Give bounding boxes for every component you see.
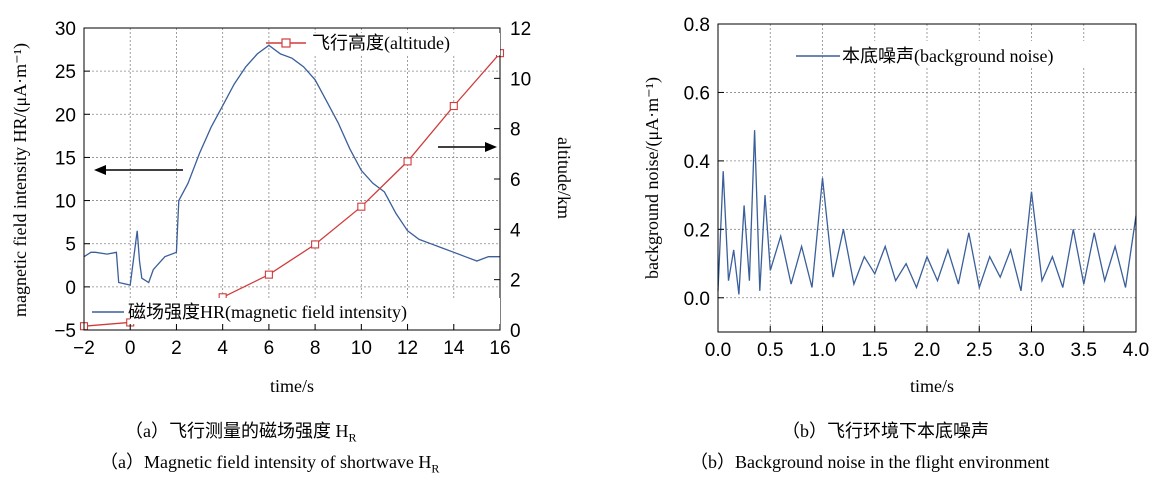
y2-tick-label: 8 bbox=[510, 120, 521, 141]
x-axis-label-b: time/s bbox=[910, 376, 954, 396]
chart-panel-a: −2 0 2 4 6 8 10 12 14 16 −5 0 5 10 15 20 25 30 0 2 4 6 8 10 12 飞… bbox=[10, 19, 574, 396]
arrow-right-annotation bbox=[438, 142, 497, 152]
grid-b bbox=[717, 23, 1137, 332]
y2-tick-label: 10 bbox=[510, 69, 531, 90]
y-axis-label-b: background noise/(μA·m⁻¹) bbox=[642, 77, 663, 279]
x-tick-label: 3.5 bbox=[1071, 340, 1097, 361]
altitude-marker bbox=[449, 101, 458, 111]
x-tick-label: 14 bbox=[443, 338, 465, 359]
legend-label-field-intensity: 磁场强度HR(magnetic field intensity) bbox=[128, 302, 407, 323]
y-tick-label: 0.2 bbox=[684, 220, 710, 241]
x-tick-label: 16 bbox=[489, 338, 510, 359]
y-tick-label: 5 bbox=[65, 235, 76, 256]
altitude-marker bbox=[264, 270, 273, 279]
x-tick-label: 6 bbox=[264, 338, 275, 359]
altitude-marker bbox=[311, 240, 320, 249]
altitude-marker bbox=[357, 202, 366, 211]
plot-frame-a bbox=[83, 27, 501, 331]
y-axis-label-a: magnetic field intensity HR/(μA·m⁻¹) bbox=[10, 43, 31, 317]
x-tick-label: 0 bbox=[125, 338, 136, 359]
x-tick-label: 0.0 bbox=[705, 340, 731, 361]
y2-tick-label: 12 bbox=[510, 19, 531, 40]
x-tick-label: 10 bbox=[351, 338, 372, 359]
x-axis-label-a: time/s bbox=[270, 376, 314, 396]
caption-en-a: （a）Magnetic field intensity of shortwave… bbox=[100, 452, 440, 476]
y-tick-label: 10 bbox=[55, 192, 76, 213]
y2-axis-label-a: altitude/km bbox=[554, 137, 574, 219]
y-tick-label: 0.8 bbox=[684, 15, 710, 36]
y2-tick-label: 0 bbox=[510, 321, 521, 342]
y-tick-label: 20 bbox=[55, 105, 76, 126]
altitude-marker bbox=[403, 157, 412, 166]
caption-cn-b: （b）飞行环境下本底噪声 bbox=[782, 421, 989, 441]
y-tick-label: 0 bbox=[65, 278, 76, 299]
y-tick-label: 0.0 bbox=[684, 289, 710, 310]
legend-background-noise: 本底噪声(background noise) bbox=[796, 41, 1130, 67]
tick-labels-a: −2 0 2 4 6 8 10 12 14 16 −5 0 5 10 15 20 25 30 0 2 4 6 8 10 12 bbox=[54, 19, 531, 359]
ticks-a bbox=[83, 27, 501, 331]
x-tick-label: 1.5 bbox=[862, 340, 888, 361]
arrow-left-annotation bbox=[94, 165, 183, 175]
x-tick-label: 4 bbox=[217, 338, 228, 359]
grid-a bbox=[83, 27, 501, 331]
y2-tick-label: 4 bbox=[510, 220, 521, 241]
x-tick-label: 1.0 bbox=[809, 340, 835, 361]
y-tick-label: −5 bbox=[54, 321, 76, 342]
x-tick-label: 2.5 bbox=[966, 340, 992, 361]
y-tick-label: 15 bbox=[55, 148, 76, 169]
y-tick-label: 25 bbox=[55, 62, 76, 83]
caption-en-b: （b）Background noise in the flight enviro… bbox=[690, 452, 1050, 472]
x-tick-label: 2 bbox=[171, 338, 182, 359]
chart-panel-b: 0.0 0.5 1.0 1.5 2.0 2.5 3.0 3.5 4.0 0.0 0.2 0.4 0.6 0… bbox=[642, 15, 1149, 396]
y-tick-label: 0.6 bbox=[684, 83, 710, 104]
series-b bbox=[717, 130, 1137, 295]
y2-tick-label: 6 bbox=[510, 170, 521, 191]
x-tick-label: 4.0 bbox=[1123, 340, 1149, 361]
caption-cn-a: （a）飞行测量的磁场强度 HR bbox=[125, 421, 357, 445]
series-line bbox=[717, 130, 1137, 295]
y2-tick-label: 2 bbox=[510, 271, 521, 292]
x-tick-label: 2.0 bbox=[914, 340, 940, 361]
legend-field-intensity: 磁场强度HR(magnetic field intensity) bbox=[92, 298, 500, 324]
x-tick-label: 3.0 bbox=[1018, 340, 1044, 361]
ticks-b bbox=[717, 23, 1137, 332]
x-tick-label: 8 bbox=[310, 338, 321, 359]
legend-altitude: 飞行高度(altitude) bbox=[266, 33, 500, 55]
series-line bbox=[83, 44, 500, 286]
y-tick-label: 0.4 bbox=[684, 152, 711, 173]
series-line bbox=[83, 52, 501, 327]
tick-labels-b: 0.0 0.5 1.0 1.5 2.0 2.5 3.0 3.5 4.0 0.0 0.2 0.4 0.6 0… bbox=[684, 15, 1150, 361]
x-tick-label: −2 bbox=[73, 338, 95, 359]
legend-label-altitude: 飞行高度(altitude) bbox=[312, 33, 450, 54]
x-tick-label: 12 bbox=[397, 338, 418, 359]
y-tick-label: 30 bbox=[55, 19, 76, 40]
x-tick-label: 0.5 bbox=[757, 340, 783, 361]
legend-label-background-noise: 本底噪声(background noise) bbox=[842, 46, 1053, 67]
